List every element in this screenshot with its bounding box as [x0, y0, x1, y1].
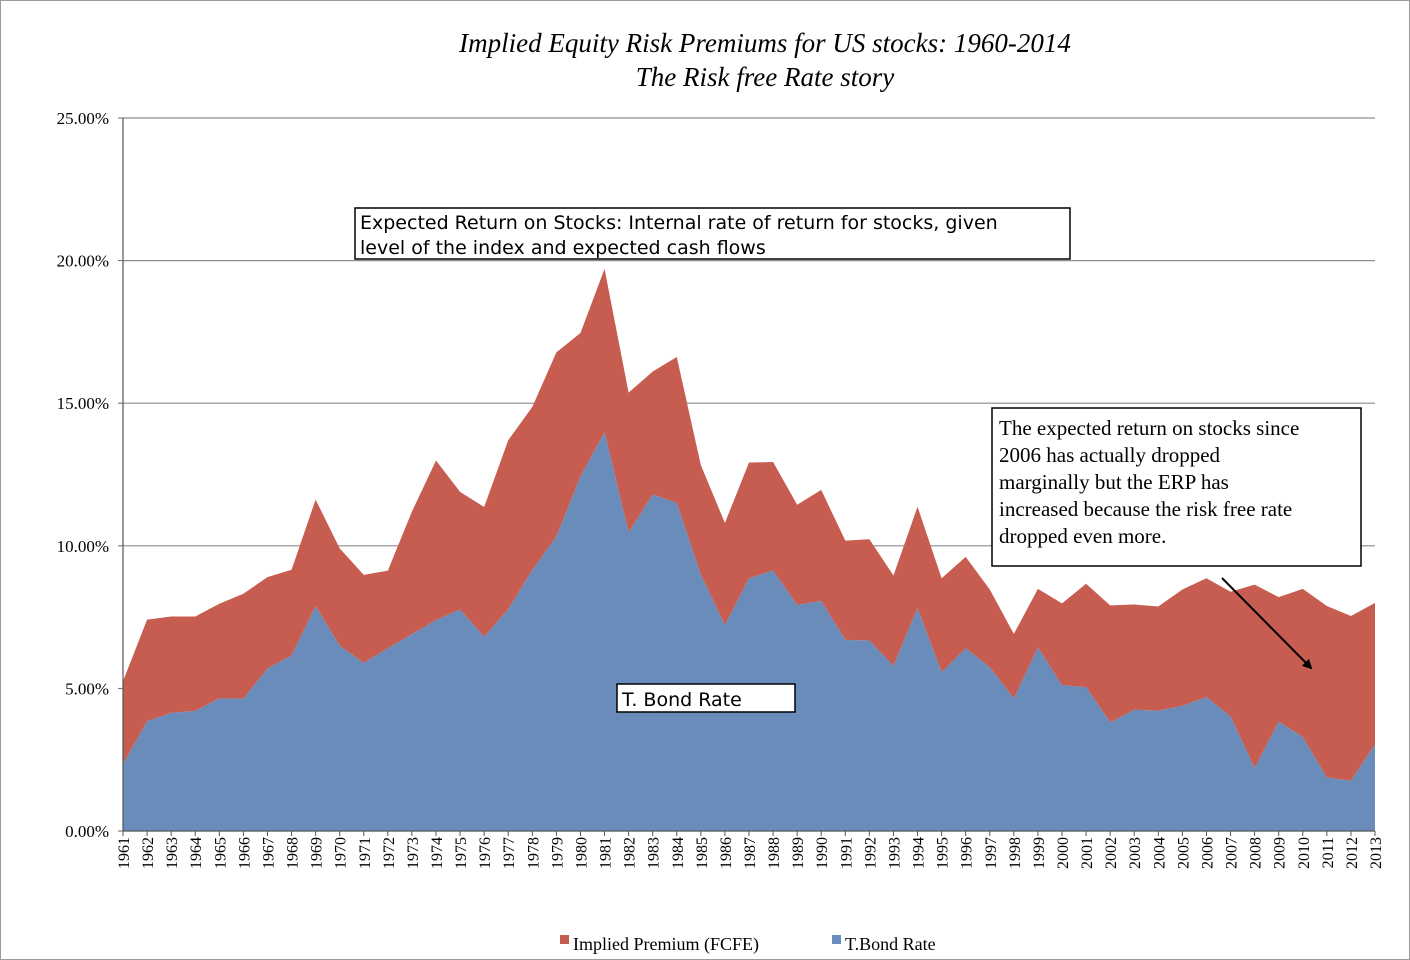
tbond-rate-note: T. Bond Rate — [616, 683, 796, 713]
x-tick-label: 1980 — [573, 837, 590, 869]
annotation-box — [616, 683, 796, 713]
annotation-line: T. Bond Rate — [621, 689, 742, 711]
area-t-bond-rate — [123, 432, 1375, 831]
x-tick-label: 2000 — [1055, 837, 1072, 869]
x-tick-label: 1978 — [525, 837, 542, 869]
x-tick-label: 1998 — [1007, 837, 1024, 869]
x-tick-label: 1967 — [260, 837, 277, 869]
erp-note: The expected return on stocks since 2006 … — [991, 407, 1362, 567]
x-tick-label: 2013 — [1368, 837, 1385, 869]
annotation-line: Expected Return on Stocks: Internal rate… — [360, 212, 998, 234]
y-axis-ticks: 0.00% 5.00% 10.00% 15.00% 20.00% 25.00% — [57, 109, 123, 841]
x-tick-label: 2008 — [1248, 837, 1265, 869]
x-tick-label: 2007 — [1224, 837, 1241, 869]
chart-title: Implied Equity Risk Premiums for US stoc… — [458, 28, 1071, 58]
y-tick-label: 5.00% — [65, 679, 109, 698]
x-tick-label: 2003 — [1127, 837, 1144, 869]
x-tick-label: 2006 — [1199, 837, 1216, 869]
y-tick-label: 10.00% — [57, 537, 109, 556]
annotation-line: dropped even more. — [999, 524, 1166, 548]
annotation-line: level of the index and expected cash flo… — [360, 237, 766, 259]
x-tick-label: 1992 — [862, 837, 879, 869]
x-tick-label: 1968 — [285, 837, 302, 869]
legend: Implied Premium (FCFE) T.Bond Rate — [560, 934, 936, 955]
x-tick-label: 1965 — [212, 837, 229, 869]
x-tick-label: 1982 — [622, 837, 639, 869]
annotation-box — [354, 207, 1071, 260]
legend-item-t-bond-rate: T.Bond Rate — [832, 934, 936, 954]
x-tick-label: 1993 — [886, 837, 903, 869]
x-tick-label: 2010 — [1296, 837, 1313, 869]
y-tick-label: 15.00% — [57, 394, 109, 413]
x-tick-label: 1976 — [477, 837, 494, 869]
x-tick-label: 1985 — [694, 837, 711, 869]
annotation-line: 2006 has actually dropped — [999, 443, 1221, 467]
annotations: Expected Return on Stocks: Internal rate… — [354, 207, 1362, 713]
x-tick-label: 2005 — [1175, 837, 1192, 869]
x-axis-ticks: 1961 1962 1963 1964 1965 1966 1967 1968 1969 1970… — [116, 831, 1385, 869]
x-tick-label: 1966 — [236, 837, 253, 869]
x-tick-label: 1961 — [116, 837, 133, 869]
x-tick-label: 1969 — [309, 837, 326, 869]
x-tick-label: 1979 — [549, 837, 566, 869]
x-tick-label: 1977 — [501, 837, 518, 869]
x-tick-label: 1988 — [766, 837, 783, 869]
annotation-box — [991, 407, 1362, 567]
legend-label: T.Bond Rate — [845, 934, 936, 954]
x-tick-label: 1995 — [935, 837, 952, 869]
annotation-line: marginally but the ERP has — [999, 470, 1229, 494]
x-tick-label: 1973 — [405, 837, 422, 869]
x-tick-label: 2001 — [1079, 837, 1096, 869]
annotation-line: increased because the risk free rate — [999, 497, 1292, 521]
x-tick-label: 1974 — [429, 837, 446, 869]
x-tick-label: 1971 — [357, 837, 374, 869]
legend-label: Implied Premium (FCFE) — [573, 934, 759, 955]
x-tick-label: 1970 — [333, 837, 350, 869]
x-tick-label: 1994 — [911, 837, 928, 869]
x-tick-label: 1999 — [1031, 837, 1048, 869]
y-tick-label: 20.00% — [57, 252, 109, 271]
x-tick-label: 1975 — [453, 837, 470, 869]
x-tick-label: 1990 — [814, 837, 831, 869]
x-tick-label: 1996 — [959, 837, 976, 869]
x-tick-label: 1984 — [670, 837, 687, 869]
x-tick-label: 1962 — [140, 837, 157, 869]
x-tick-label: 2011 — [1320, 837, 1337, 868]
y-tick-label: 0.00% — [65, 822, 109, 841]
annotation-arrow — [1221, 577, 1313, 670]
y-tick-label: 25.00% — [57, 109, 109, 128]
legend-swatch — [560, 935, 569, 944]
area-implied-premium-fcfe — [123, 268, 1375, 781]
area-series — [123, 268, 1375, 831]
x-tick-label: 2004 — [1151, 837, 1168, 869]
legend-swatch — [832, 935, 841, 944]
x-tick-label: 1964 — [188, 837, 205, 869]
x-tick-label: 1997 — [983, 837, 1000, 869]
annotation-line: The expected return on stocks since — [999, 416, 1299, 440]
x-tick-label: 1963 — [164, 837, 181, 869]
x-tick-label: 1981 — [598, 837, 615, 869]
x-tick-label: 2002 — [1103, 837, 1120, 869]
x-tick-label: 2009 — [1272, 837, 1289, 869]
x-tick-label: 2012 — [1344, 837, 1361, 869]
legend-item-implied-premium-fcfe: Implied Premium (FCFE) — [560, 934, 759, 955]
x-tick-label: 1983 — [646, 837, 663, 869]
x-tick-label: 1987 — [742, 837, 759, 869]
x-tick-label: 1986 — [718, 837, 735, 869]
x-tick-label: 1972 — [381, 837, 398, 869]
chart-subtitle: The Risk free Rate story — [636, 62, 894, 92]
x-tick-label: 1991 — [838, 837, 855, 869]
x-tick-label: 1989 — [790, 837, 807, 869]
expected-return-note: Expected Return on Stocks: Internal rate… — [354, 207, 1071, 260]
